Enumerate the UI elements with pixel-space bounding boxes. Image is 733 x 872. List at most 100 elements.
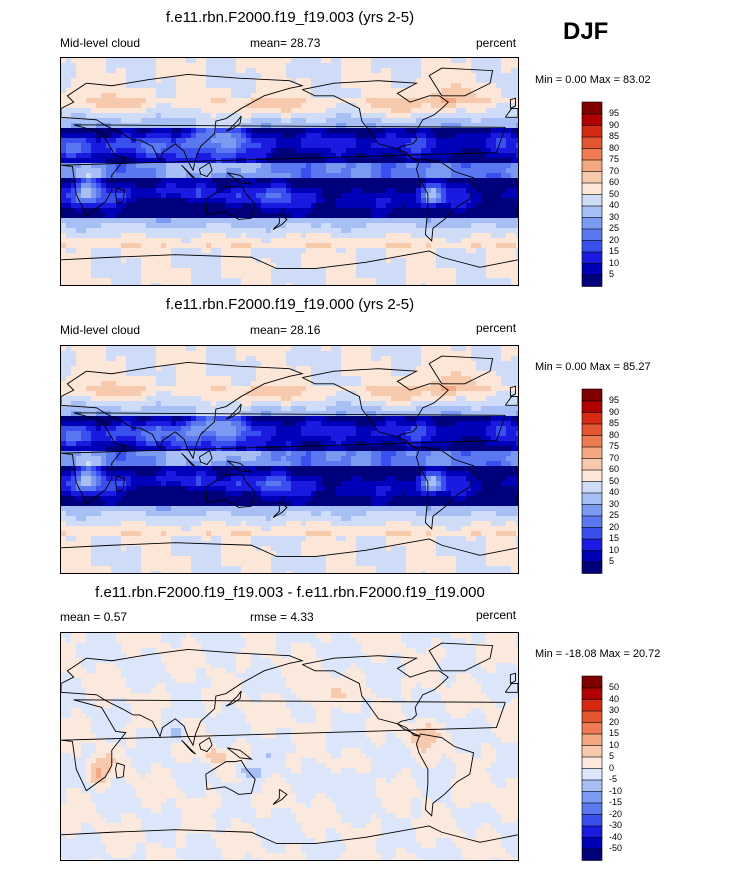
- panel-3-map: [60, 632, 519, 861]
- coastline: [61, 73, 304, 172]
- colorbar-swatch: [581, 113, 603, 126]
- coastline: [61, 361, 304, 460]
- coastline: [225, 403, 242, 420]
- coastline: [428, 642, 494, 672]
- colorbar-swatch: [581, 159, 603, 172]
- colorbar-tick-label: 80: [609, 429, 620, 440]
- colorbar-swatch: [581, 710, 603, 723]
- colorbar-swatch: [581, 457, 603, 471]
- coastline: [301, 368, 449, 438]
- panel-2-mean-label: mean= 28.16: [250, 323, 321, 337]
- colorbar-swatch: [581, 538, 603, 551]
- colorbar-tick-label: 20: [609, 521, 620, 532]
- coastline: [198, 449, 213, 466]
- panel-1-minmax: Min = 0.00 Max = 83.02: [535, 74, 651, 86]
- panel-3-mean-label: mean = 0.57: [60, 610, 128, 624]
- colorbar-swatch: [581, 503, 603, 517]
- coastline: [205, 759, 256, 795]
- colorbar-tick-label: 40: [609, 487, 620, 497]
- panel-3-rmse-label: rmse = 4.33: [250, 610, 314, 624]
- colorbar-tick-label: 95: [609, 108, 620, 118]
- coastline: [205, 472, 256, 508]
- colorbar-tick-label: 25: [609, 223, 620, 233]
- panel-3-title: f.e11.rbn.F2000.f19_f19.003 - f.e11.rbn.…: [95, 584, 485, 601]
- colorbar-tick-label: 30: [609, 498, 620, 509]
- panel-1-units-label: percent: [476, 36, 517, 50]
- colorbar-swatch: [581, 687, 603, 700]
- coastline: [115, 762, 125, 779]
- coastline: [504, 682, 518, 693]
- colorbar-tick-label: 5: [609, 556, 615, 566]
- coastline: [61, 412, 506, 505]
- colorbar-swatch: [581, 446, 603, 459]
- colorbar-swatch: [581, 779, 603, 792]
- coastline: [509, 672, 516, 684]
- colorbar-tick-label: 60: [609, 464, 620, 474]
- panel-1-map: [60, 57, 519, 286]
- coastline: [415, 733, 475, 817]
- colorbar-tick-label: 15: [609, 246, 620, 256]
- colorbar-swatch: [581, 136, 603, 149]
- coastline: [509, 385, 516, 397]
- colorbar-tick-label: 30: [609, 211, 620, 222]
- colorbar-tick-label: 10: [609, 544, 620, 555]
- colorbar-swatch: [581, 492, 603, 505]
- coastline: [301, 655, 449, 725]
- coastline: [227, 460, 253, 473]
- colorbar-swatch: [581, 193, 603, 207]
- colorbar-swatch: [581, 561, 603, 574]
- colorbar-tick-label: -50: [609, 843, 623, 853]
- coastline: [198, 736, 213, 753]
- panel-2-map: [60, 345, 519, 574]
- colorbar-swatch: [581, 675, 603, 689]
- coastline: [504, 107, 518, 118]
- coastline: [198, 161, 213, 178]
- panel-2-title: f.e11.rbn.F2000.f19_f19.000 (yrs 2-5): [165, 296, 415, 313]
- colorbar-swatch: [581, 756, 603, 769]
- colorbar-tick-label: -30: [609, 820, 623, 830]
- colorbar-swatch: [581, 767, 603, 781]
- colorbar-swatch: [581, 549, 603, 563]
- colorbar-swatch: [581, 124, 603, 138]
- coastline: [397, 148, 421, 162]
- colorbar-tick-label: 5: [609, 751, 615, 761]
- coastline: [61, 648, 304, 747]
- colorbar-swatch: [581, 411, 603, 425]
- coastline: [397, 436, 421, 450]
- colorbar-tick-label: -15: [609, 797, 623, 807]
- colorbar-swatch: [581, 515, 603, 528]
- colorbar-swatch: [581, 434, 603, 448]
- coastline: [225, 115, 242, 132]
- coastline: [61, 699, 506, 792]
- coastline: [61, 538, 518, 558]
- colorbar-tick-label: 40: [609, 200, 620, 210]
- colorbar-tick-label: 90: [609, 406, 620, 417]
- colorbar-swatch: [581, 239, 603, 253]
- panel-1-mean-label: mean= 28.73: [250, 36, 321, 50]
- colorbar-tick-label: 50: [609, 475, 620, 486]
- colorbar-tick-label: 60: [609, 177, 620, 187]
- colorbar-swatch: [581, 848, 603, 861]
- colorbar-tick-label: -20: [609, 808, 623, 819]
- colorbar-tick-label: 15: [609, 728, 620, 738]
- colorbar-swatch: [581, 147, 603, 161]
- panel-3-units-label: percent: [476, 608, 517, 622]
- coastline: [61, 250, 518, 270]
- coastline: [272, 214, 288, 230]
- colorbar-swatch: [581, 400, 603, 413]
- colorbar-tick-label: 85: [609, 131, 620, 141]
- coastline: [415, 446, 475, 530]
- panel-2-variable-label: Mid-level cloud: [60, 323, 141, 337]
- coastline: [61, 825, 518, 845]
- colorbar-tick-label: -40: [609, 831, 623, 842]
- colorbar-tick-label: 85: [609, 418, 620, 428]
- coastline: [301, 80, 449, 150]
- colorbar-tick-label: 15: [609, 533, 620, 543]
- colorbar-swatch: [581, 228, 603, 241]
- coastline: [115, 187, 125, 204]
- coastline: [205, 184, 256, 220]
- colorbar-swatch: [581, 216, 603, 230]
- colorbar-tick-label: 20: [609, 234, 620, 245]
- colorbar-tick-label: 10: [609, 257, 620, 268]
- colorbar-swatch: [581, 744, 603, 758]
